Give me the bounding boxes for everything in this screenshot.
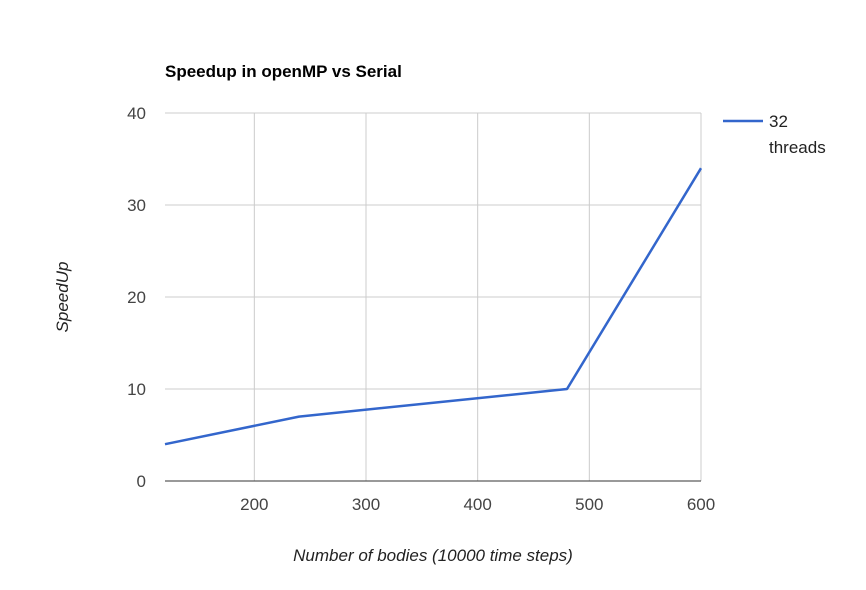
x-tick-label: 500 [575, 495, 603, 514]
x-axis-ticks: 200 300 400 500 600 [240, 495, 715, 514]
series-layer [164, 167, 703, 446]
y-axis-ticks: 0 10 20 30 40 [127, 104, 146, 491]
y-tick-label: 40 [127, 104, 146, 123]
gridlines [165, 112, 702, 482]
legend: 32 threads [723, 112, 826, 157]
y-tick-label: 10 [127, 380, 146, 399]
series-line [164, 167, 703, 446]
x-axis-title: Number of bodies (10000 time steps) [293, 546, 573, 565]
x-tick-label: 200 [240, 495, 268, 514]
legend-label: 32 [769, 112, 788, 131]
chart-title: Speedup in openMP vs Serial [165, 62, 402, 81]
x-tick-label: 400 [463, 495, 491, 514]
y-axis-title: SpeedUp [53, 262, 72, 333]
x-tick-label: 600 [687, 495, 715, 514]
y-tick-label: 0 [137, 472, 146, 491]
y-tick-label: 20 [127, 288, 146, 307]
x-tick-label: 300 [352, 495, 380, 514]
legend-label: threads [769, 138, 826, 157]
y-tick-label: 30 [127, 196, 146, 215]
